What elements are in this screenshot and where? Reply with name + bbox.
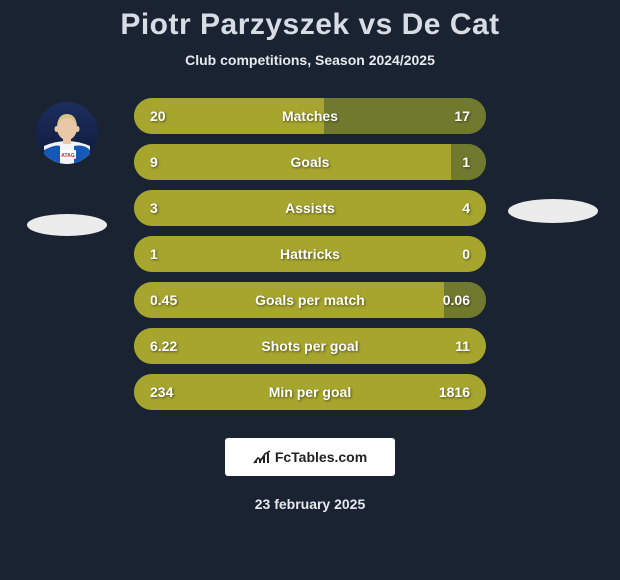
date-text: 23 february 2025 (0, 496, 620, 512)
stat-value-left: 20 (150, 108, 166, 124)
stat-value-right: 1816 (439, 384, 470, 400)
stat-value-right: 0 (462, 246, 470, 262)
player-right-column (498, 98, 608, 223)
stat-value-left: 234 (150, 384, 173, 400)
svg-text:ATAG: ATAG (61, 153, 75, 159)
stat-row: 6.22Shots per goal11 (134, 328, 486, 364)
stat-value-left: 1 (150, 246, 158, 262)
player-photo-icon: ATAG (36, 102, 98, 164)
stat-value-left: 9 (150, 154, 158, 170)
stat-row: 234Min per goal1816 (134, 374, 486, 410)
stat-value-right: 17 (454, 108, 470, 124)
stat-value-right: 4 (462, 200, 470, 216)
stat-value-right: 1 (462, 154, 470, 170)
stat-value-right: 11 (455, 338, 470, 354)
branding-badge[interactable]: FcTables.com (225, 438, 395, 476)
player-left-avatar: ATAG (36, 102, 98, 164)
comparison-panel: ATAG 20Matches17 9Goals1 3Assists4 1Hattric… (0, 98, 620, 410)
stat-row: 3Assists4 (134, 190, 486, 226)
stat-value-left: 0.45 (150, 292, 177, 308)
branding-icon (253, 450, 271, 464)
branding-text: FcTables.com (275, 449, 367, 465)
page-title: Piotr Parzyszek vs De Cat (0, 8, 620, 42)
stat-row: 9Goals1 (134, 144, 486, 180)
stat-value-left: 3 (150, 200, 158, 216)
stat-value-right: 0.06 (443, 292, 470, 308)
stat-row: 20Matches17 (134, 98, 486, 134)
stat-row: 0.45Goals per match0.06 (134, 282, 486, 318)
stats-table: 20Matches17 9Goals1 3Assists4 1Hattricks0 0.… (134, 98, 486, 410)
stat-value-left: 6.22 (150, 338, 177, 354)
player-left-shadow (27, 214, 107, 236)
subtitle: Club competitions, Season 2024/2025 (0, 52, 620, 68)
stat-row: 1Hattricks0 (134, 236, 486, 272)
player-right-shadow (508, 199, 598, 223)
player-left-column: ATAG (12, 98, 122, 236)
